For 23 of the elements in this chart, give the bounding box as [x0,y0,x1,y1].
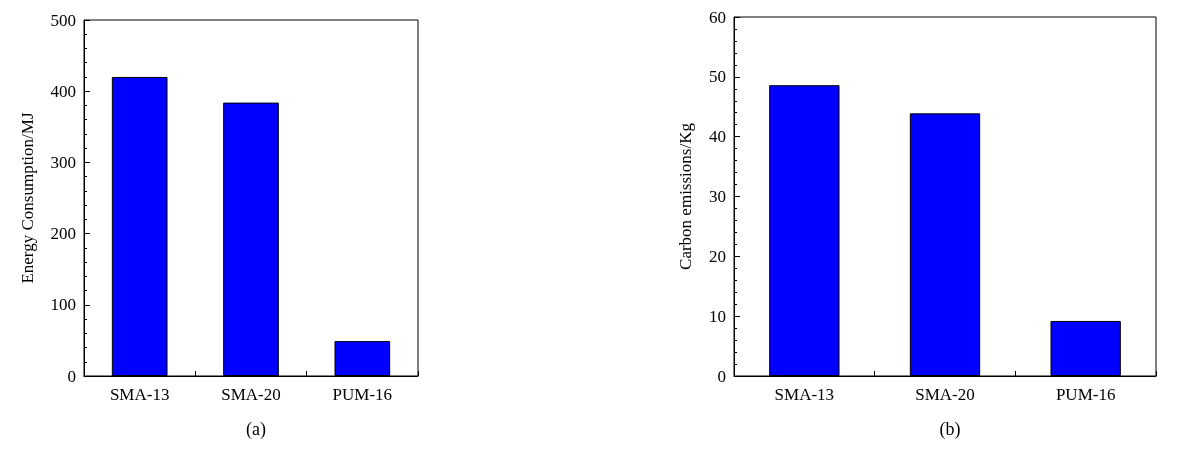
y-tick-label: 60 [709,7,726,27]
x-tick-label: PUM-16 [332,385,393,404]
x-tick-label: SMA-20 [915,385,975,404]
y-tick-label: 50 [709,67,726,87]
y-tick-label: 200 [50,224,76,244]
y-tick-label: 0 [67,366,76,386]
y-axis-title: Carbon emissions/Kg [676,122,695,270]
y-tick-label: 10 [709,306,726,326]
x-tick-label: PUM-16 [1055,385,1116,404]
text: (a) [246,419,266,440]
x-tick-label: SMA-13 [109,385,170,404]
x-tick-label: SMA-20 [221,385,281,404]
y-tick-label: 30 [709,187,726,206]
y-tick-label: 300 [50,152,76,172]
y-tick-label: 500 [50,10,76,30]
y-tick-label: 20 [709,246,726,266]
y-tick-label: 400 [50,81,76,101]
y-tick-label: 40 [709,127,726,147]
x-tick-label: SMA-13 [774,385,835,404]
y-tick-label: 100 [50,295,76,315]
y-axis-title: Energy Consumption/MJ [18,112,37,284]
y-tick-label: 0 [717,366,726,386]
text: (b) [939,419,961,440]
